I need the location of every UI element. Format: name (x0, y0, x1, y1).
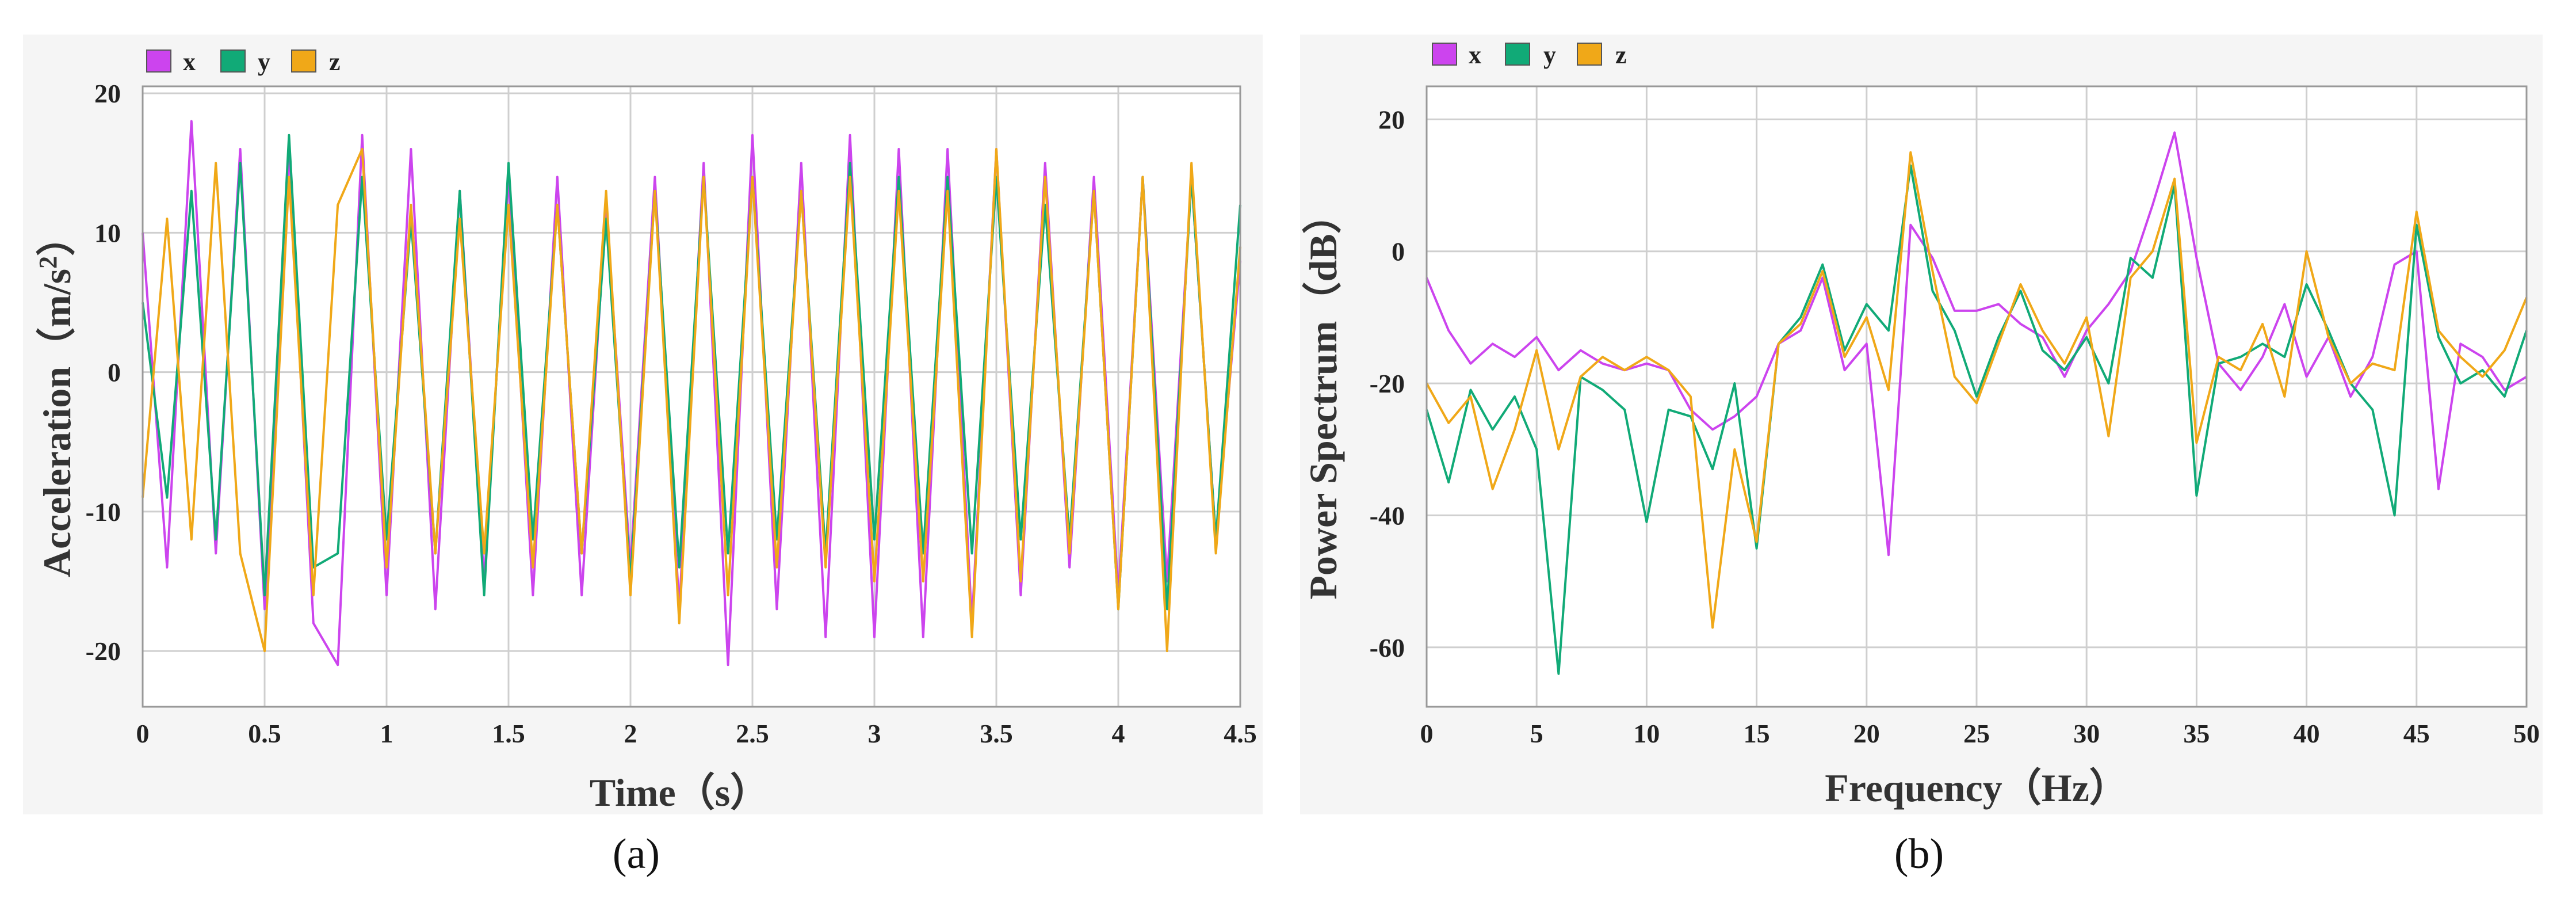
x-tick-label: 2.5 (736, 719, 769, 748)
panel-a-x-ticks: 0 0.5 1 1.5 2 2.5 3 3.5 4 4.5 (136, 719, 1257, 748)
y-tick-label: 0 (108, 358, 121, 387)
panel-b-x-ticks: 0 5 10 15 20 25 30 35 40 45 50 (1420, 719, 2540, 748)
y-tick-label: 0 (1392, 237, 1405, 266)
legend-swatch-x (146, 49, 171, 73)
panel-a-y-axis-title: Acceleration（m/s2） (34, 217, 79, 577)
x-tick-label: 0 (1420, 719, 1434, 748)
x-tick-label: 1.5 (492, 719, 525, 748)
panel-b-y-ticks: -60 -40 -20 0 20 (1370, 105, 1405, 662)
panel-b-x-axis-title: Frequency（Hz） (1825, 766, 2128, 810)
x-tick-label: 5 (1530, 719, 1543, 748)
x-tick-label: 1 (380, 719, 393, 748)
x-tick-label: 3.5 (980, 719, 1013, 748)
y-tick-label: 20 (1378, 105, 1405, 134)
legend-swatch-z (1577, 43, 1602, 66)
panel-a-y-ticks: -20 -10 0 10 20 (86, 79, 121, 666)
y-tick-label: -20 (1370, 369, 1405, 398)
legend-swatch-x (1432, 43, 1457, 66)
series-line-z (142, 148, 1241, 653)
x-tick-label: 30 (2073, 719, 2100, 748)
x-tick-label: 10 (1633, 719, 1660, 748)
panel-b-series (1425, 131, 2528, 675)
x-tick-label: 0 (136, 719, 150, 748)
x-tick-label: 35 (2183, 719, 2210, 748)
y-tick-label: -10 (86, 497, 121, 527)
panel-b-y-axis-title: Power Spectrum（dB） (1301, 195, 1345, 599)
x-tick-label: 0.5 (248, 719, 281, 748)
legend-swatch-z (291, 49, 316, 73)
panel-b-label: (b) (1894, 831, 1944, 878)
y-tick-label: 20 (94, 79, 121, 108)
panel-a-plot-border (142, 85, 1241, 708)
y-axis-title-superscript: 2 (34, 256, 62, 269)
legend-label-z: z (329, 48, 341, 76)
x-tick-label: 15 (1744, 719, 1770, 748)
series-line-z (1425, 151, 2528, 629)
panel-b-legend: x y z (1432, 41, 1627, 69)
x-tick-label: 3 (868, 719, 881, 748)
panel-a-x-axis-title: Time（s） (590, 771, 769, 814)
legend-swatch-y (1505, 43, 1530, 66)
panel-a-series (142, 120, 1241, 666)
y-tick-label: 10 (94, 218, 121, 247)
x-tick-label: 4.5 (1224, 719, 1257, 748)
chart-panel-a: 0 0.5 1 1.5 2 2.5 3 3.5 4 4.5 -20 -10 0 10 20 x y z T… (23, 35, 1263, 878)
y-tick-label: -20 (86, 637, 121, 666)
panel-a-label: (a) (613, 831, 660, 878)
x-tick-label: 50 (2513, 719, 2540, 748)
legend-swatch-y (220, 49, 246, 73)
legend-label-x: x (1469, 41, 1481, 69)
x-tick-label: 20 (1853, 719, 1880, 748)
legend-label-y: y (258, 48, 270, 76)
legend-label-y: y (1543, 41, 1556, 69)
x-tick-label: 25 (1963, 719, 1990, 748)
legend-label-x: x (183, 48, 196, 76)
y-tick-label: -60 (1370, 633, 1405, 662)
y-tick-label: -40 (1370, 501, 1405, 530)
legend-label-z: z (1615, 41, 1627, 69)
x-tick-label: 2 (624, 719, 637, 748)
x-tick-label: 40 (2294, 719, 2320, 748)
series-line-x (1425, 131, 2528, 557)
panel-b-plot-border (1425, 85, 2528, 708)
x-tick-label: 45 (2403, 719, 2430, 748)
panel-a-legend: x y z (146, 48, 341, 76)
x-tick-label: 4 (1112, 719, 1125, 748)
